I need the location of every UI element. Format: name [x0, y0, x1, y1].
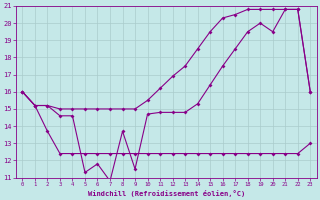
X-axis label: Windchill (Refroidissement éolien,°C): Windchill (Refroidissement éolien,°C): [88, 190, 245, 197]
